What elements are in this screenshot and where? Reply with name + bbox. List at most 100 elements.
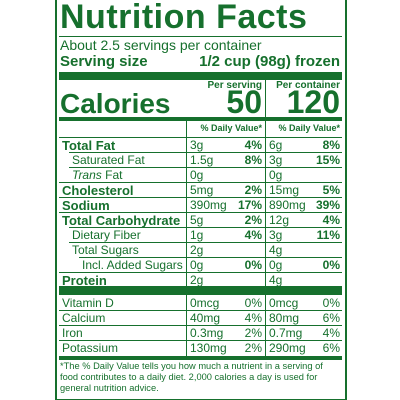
row-rule <box>59 340 342 341</box>
nutrient-name: Incl. Added Sugars <box>82 258 183 272</box>
thick-rule <box>59 286 342 295</box>
nutrient-name-text: Calcium <box>62 311 106 325</box>
amount: 15mg <box>269 183 300 197</box>
serving-size-label: Serving size <box>60 53 148 70</box>
nutrient-name-italic: Trans <box>72 168 102 182</box>
row-rule <box>79 257 342 258</box>
amount: 390mg <box>190 198 227 212</box>
nutrient-name: Protein <box>62 273 107 288</box>
daily-value: 4% <box>322 326 340 340</box>
nutrient-name: Total Fat <box>62 138 115 153</box>
amount: 2g <box>190 273 204 287</box>
row-rule <box>59 137 342 138</box>
nutrient-name-text: Dietary Fiber <box>72 228 141 242</box>
daily-value: 11% <box>316 228 340 242</box>
nutrient-name-text: Total Sugars <box>72 243 139 257</box>
calories-label: Calories <box>60 88 171 119</box>
amount: 3g <box>269 228 283 242</box>
serving-size: 1/2 cup (98g) frozen <box>199 53 340 70</box>
daily-value: 0% <box>322 296 340 310</box>
nutrient-name-text: Incl. Added Sugars <box>82 258 183 272</box>
amount: 6g <box>269 138 283 152</box>
row-rule <box>59 197 342 198</box>
daily-value: 4% <box>244 311 262 325</box>
rule <box>59 36 342 37</box>
column-header: Per serving <box>207 80 262 91</box>
column-header: Per container <box>276 80 340 91</box>
amount: 0g <box>269 168 283 182</box>
daily-value: 4% <box>322 213 340 227</box>
medium-rule <box>59 356 342 360</box>
daily-value: 6% <box>322 311 340 325</box>
nutrient-name-text: Cholesterol <box>62 183 134 198</box>
row-rule <box>59 325 342 326</box>
amount: 0g <box>190 258 204 272</box>
daily-value: 6% <box>322 341 340 355</box>
nutrient-name-text: Iron <box>62 326 83 340</box>
footnote: *The % Daily Value tells you how much a … <box>60 361 323 393</box>
row-rule <box>59 212 342 213</box>
row-rule <box>59 272 342 273</box>
amount: 5g <box>190 213 204 227</box>
amount: 0g <box>269 258 283 272</box>
title: Nutrition Facts <box>60 0 308 36</box>
nutrient-name-text: Sodium <box>62 198 110 213</box>
nutrient-name: Saturated Fat <box>72 153 145 167</box>
calories-value: 50 <box>226 84 262 120</box>
amount: 4g <box>269 243 283 257</box>
nutrient-name: Dietary Fiber <box>72 228 141 242</box>
daily-value: 0% <box>244 296 262 310</box>
daily-value: 0% <box>322 258 340 272</box>
nutrient-name: Vitamin D <box>62 296 114 310</box>
daily-value: 5% <box>322 183 340 197</box>
daily-value: 17% <box>237 198 262 212</box>
daily-value: 15% <box>315 153 340 167</box>
nutrient-name-text: Protein <box>62 273 107 288</box>
row-rule <box>69 227 342 228</box>
row-rule <box>59 310 342 311</box>
amount: 130mg <box>190 341 227 355</box>
nutrient-name-text: Vitamin D <box>62 296 114 310</box>
nutrient-name: Iron <box>62 326 83 340</box>
amount: 2g <box>190 243 204 257</box>
column-divider <box>265 80 266 357</box>
nutrient-name: Cholesterol <box>62 183 134 198</box>
nutrient-name: Calcium <box>62 311 105 325</box>
medium-rule <box>59 117 342 121</box>
amount: 290mg <box>269 341 306 355</box>
nutrient-name: Total Carbohydrate <box>62 213 180 228</box>
amount: 0g <box>190 168 204 182</box>
nutrient-name-text: Total Fat <box>62 138 116 153</box>
amount: 5mg <box>190 183 214 197</box>
amount: 3g <box>190 138 204 152</box>
amount: 3g <box>269 153 283 167</box>
dv-header: % Daily Value* <box>278 123 340 133</box>
amount: 1g <box>190 228 204 242</box>
nutrient-name-text: Potassium <box>62 341 119 355</box>
row-rule <box>59 182 342 183</box>
amount: 0.3mg <box>190 326 224 340</box>
row-rule <box>69 167 342 168</box>
amount: 0mcg <box>190 296 220 310</box>
amount: 0.7mg <box>269 326 303 340</box>
nutrient-name: Trans Fat <box>72 168 122 182</box>
amount: 890mg <box>269 198 306 212</box>
thick-rule <box>59 72 342 80</box>
amount: 4g <box>269 273 283 287</box>
nutrient-name: Sodium <box>62 198 110 213</box>
daily-value: 8% <box>322 138 340 152</box>
row-rule <box>69 152 342 153</box>
calories-value: 120 <box>286 84 340 120</box>
amount: 80mg <box>269 311 300 325</box>
nutrient-name: Total Sugars <box>72 243 139 257</box>
amount: 40mg <box>190 311 221 325</box>
daily-value: 4% <box>244 138 262 152</box>
column-divider <box>186 121 187 357</box>
amount: 0mcg <box>269 296 299 310</box>
daily-value: 39% <box>315 198 340 212</box>
nutrient-name-text: Fat <box>105 168 123 182</box>
row-rule <box>69 242 342 243</box>
daily-value: 2% <box>244 213 262 227</box>
nutrient-name: Potassium <box>62 341 118 355</box>
